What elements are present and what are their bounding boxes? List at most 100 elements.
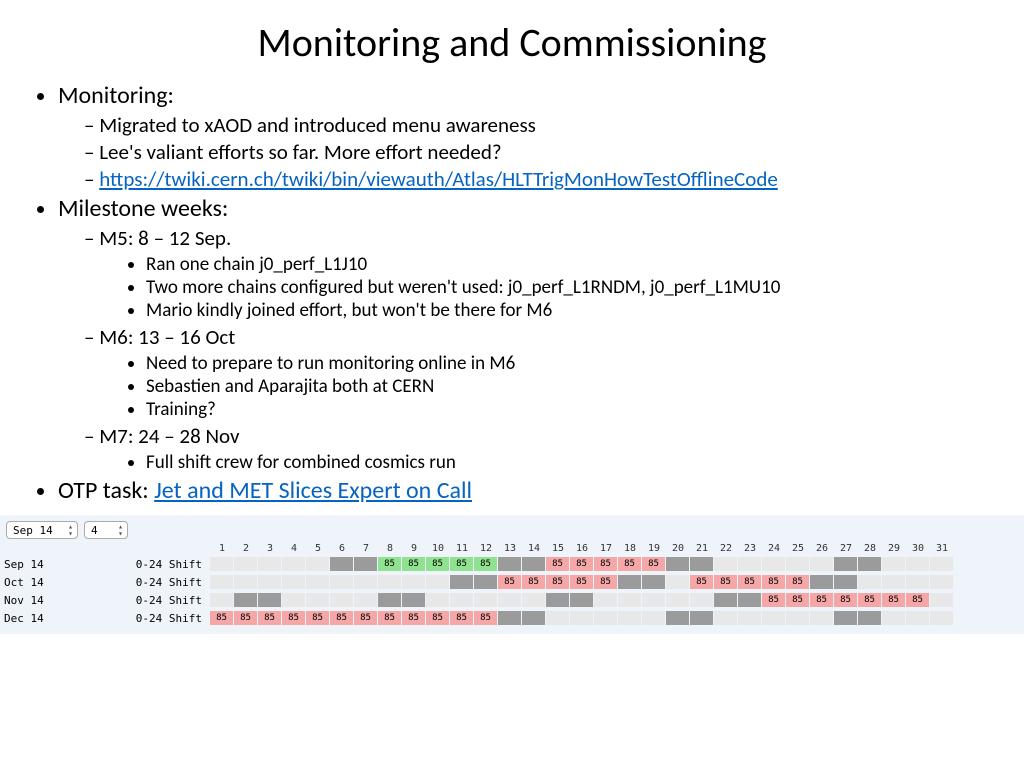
schedule-cell bbox=[210, 575, 233, 589]
month-selector[interactable]: Sep 14 ▴▾ bbox=[6, 521, 78, 539]
schedule-cell bbox=[306, 575, 329, 589]
schedule-cell bbox=[738, 593, 761, 607]
day-header-cell: 28 bbox=[858, 543, 882, 554]
schedule-cell: 85 bbox=[882, 593, 905, 607]
row-month-label: Nov 14 bbox=[4, 594, 74, 607]
m7: M7: 24 – 28 Nov Full shift crew for comb… bbox=[84, 423, 994, 474]
schedule-cell: 85 bbox=[210, 611, 233, 625]
schedule-cell: 85 bbox=[450, 611, 473, 625]
schedule-cell: 85 bbox=[762, 593, 785, 607]
day-header-cell: 30 bbox=[906, 543, 930, 554]
schedule-cell bbox=[642, 575, 665, 589]
schedule-cell: 85 bbox=[378, 611, 401, 625]
schedule-cell bbox=[210, 593, 233, 607]
day-header-cell: 5 bbox=[306, 543, 330, 554]
schedule-cell bbox=[618, 611, 641, 625]
schedule-cell bbox=[402, 575, 425, 589]
stepper-icon: ▴▾ bbox=[118, 523, 123, 537]
schedule-cell bbox=[882, 575, 905, 589]
schedule-day-header: 1234567891011121314151617181920212223242… bbox=[4, 543, 1020, 554]
schedule-cell bbox=[210, 557, 233, 571]
schedule-cell: 85 bbox=[762, 575, 785, 589]
schedule-cell bbox=[546, 593, 569, 607]
schedule-cell bbox=[906, 557, 929, 571]
m6-item: Need to prepare to run monitoring online… bbox=[146, 352, 994, 375]
day-header-cell: 6 bbox=[330, 543, 354, 554]
bullet-monitoring: Monitoring: Migrated to xAOD and introdu… bbox=[58, 81, 994, 192]
day-header-cell: 8 bbox=[378, 543, 402, 554]
schedule-cell bbox=[666, 575, 689, 589]
day-header-cell: 2 bbox=[234, 543, 258, 554]
schedule-row: Oct 140-24 Shift85858585858585858585 bbox=[4, 574, 1020, 590]
day-header-cell: 10 bbox=[426, 543, 450, 554]
otp-link[interactable]: Jet and MET Slices Expert on Call bbox=[154, 476, 472, 505]
schedule-cell bbox=[570, 593, 593, 607]
row-shift-label: 0-24 Shift bbox=[74, 576, 210, 589]
schedule-cell: 85 bbox=[834, 593, 857, 607]
schedule-cell bbox=[666, 593, 689, 607]
schedule-cell bbox=[474, 575, 497, 589]
schedule-cell: 85 bbox=[426, 557, 449, 571]
schedule-cell bbox=[498, 611, 521, 625]
schedule-cell: 85 bbox=[402, 557, 425, 571]
bullet-otp: OTP task: Jet and MET Slices Expert on C… bbox=[58, 476, 994, 505]
schedule-cell bbox=[834, 611, 857, 625]
schedule-cell: 85 bbox=[594, 575, 617, 589]
day-header-cell: 25 bbox=[786, 543, 810, 554]
day-header-cell: 31 bbox=[930, 543, 954, 554]
schedule-cell bbox=[786, 557, 809, 571]
schedule-cell bbox=[522, 611, 545, 625]
schedule-cell bbox=[930, 611, 953, 625]
schedule-cell bbox=[618, 575, 641, 589]
schedule-cell: 85 bbox=[498, 575, 521, 589]
schedule-cell bbox=[738, 611, 761, 625]
schedule-cell bbox=[426, 593, 449, 607]
schedule-cell: 85 bbox=[906, 593, 929, 607]
schedule-panel: Sep 14 ▴▾ 4 ▴▾ 1234567891011121314151617… bbox=[0, 515, 1024, 634]
row-month-label: Sep 14 bbox=[4, 558, 74, 571]
schedule-cell: 85 bbox=[522, 575, 545, 589]
day-header-cell: 18 bbox=[618, 543, 642, 554]
schedule-cell bbox=[690, 611, 713, 625]
schedule-cell bbox=[474, 593, 497, 607]
weeks-selector-value: 4 bbox=[91, 524, 98, 537]
schedule-cell: 85 bbox=[546, 575, 569, 589]
schedule-cell bbox=[498, 557, 521, 571]
schedule-cell: 85 bbox=[570, 557, 593, 571]
schedule-cell bbox=[594, 611, 617, 625]
schedule-cell bbox=[858, 575, 881, 589]
row-shift-label: 0-24 Shift bbox=[74, 594, 210, 607]
day-header-cell: 17 bbox=[594, 543, 618, 554]
schedule-cell bbox=[354, 575, 377, 589]
schedule-cell: 85 bbox=[714, 575, 737, 589]
schedule-cell bbox=[810, 557, 833, 571]
schedule-cell bbox=[282, 575, 305, 589]
page-title: Monitoring and Commissioning bbox=[30, 18, 994, 67]
schedule-cell bbox=[930, 575, 953, 589]
schedule-cell bbox=[498, 593, 521, 607]
schedule-cell: 85 bbox=[402, 611, 425, 625]
twiki-link[interactable]: https://twiki.cern.ch/twiki/bin/viewauth… bbox=[99, 166, 778, 192]
day-header-cell: 15 bbox=[546, 543, 570, 554]
m5-item: Mario kindly joined effort, but won't be… bbox=[146, 299, 994, 322]
schedule-cell bbox=[234, 575, 257, 589]
otp-prefix: OTP task: bbox=[58, 476, 154, 505]
day-header-cell: 12 bbox=[474, 543, 498, 554]
schedule-cell bbox=[834, 557, 857, 571]
schedule-cell bbox=[450, 575, 473, 589]
row-month-label: Dec 14 bbox=[4, 612, 74, 625]
day-header-cell: 22 bbox=[714, 543, 738, 554]
weeks-selector[interactable]: 4 ▴▾ bbox=[84, 521, 128, 539]
schedule-cell: 85 bbox=[642, 557, 665, 571]
day-header-cell: 24 bbox=[762, 543, 786, 554]
schedule-cell bbox=[234, 557, 257, 571]
schedule-cell bbox=[282, 557, 305, 571]
schedule-cell bbox=[258, 557, 281, 571]
schedule-cell bbox=[642, 593, 665, 607]
schedule-cell bbox=[282, 593, 305, 607]
m5: M5: 8 – 12 Sep. Ran one chain j0_perf_L1… bbox=[84, 225, 994, 322]
day-header-cell: 9 bbox=[402, 543, 426, 554]
schedule-cell: 85 bbox=[690, 575, 713, 589]
m6-item: Sebastien and Aparajita both at CERN bbox=[146, 375, 994, 398]
schedule-cell bbox=[714, 557, 737, 571]
